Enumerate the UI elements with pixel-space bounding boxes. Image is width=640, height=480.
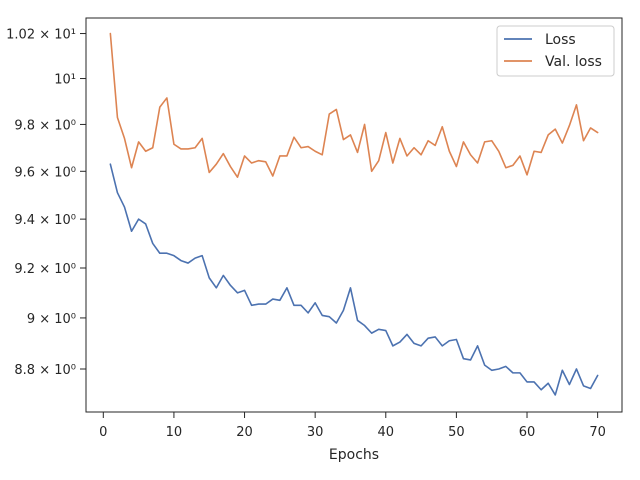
x-tick-label: 60 bbox=[519, 425, 536, 440]
y-axis: 8.8 × 10⁰ 9 × 10⁰ 9.2 × 10⁰ 9.4 × 10⁰ 9.6 × … bbox=[6, 28, 86, 378]
x-tick-label: 40 bbox=[378, 425, 395, 440]
x-tick-label: 30 bbox=[307, 425, 324, 440]
series-line-val-loss bbox=[109, 32, 599, 179]
x-axis-label: Epochs bbox=[329, 447, 379, 463]
legend-label: Val. loss bbox=[545, 54, 602, 70]
y-tick-label: 9.8 × 10⁰ bbox=[14, 118, 76, 133]
y-tick-label: 8.8 × 10⁰ bbox=[14, 363, 76, 378]
x-axis: 0 10 20 30 40 50 60 70 bbox=[99, 412, 606, 440]
x-tick-label: 0 bbox=[99, 425, 107, 440]
x-tick-label: 70 bbox=[589, 425, 606, 440]
legend-label: Loss bbox=[545, 32, 576, 48]
y-tick-label: 1.02 × 10¹ bbox=[6, 28, 76, 43]
x-tick-label: 20 bbox=[236, 425, 253, 440]
y-tick-label: 10¹ bbox=[54, 73, 76, 88]
y-tick-label: 9.2 × 10⁰ bbox=[14, 262, 76, 277]
series-line-loss bbox=[109, 163, 599, 396]
y-tick-label: 9.6 × 10⁰ bbox=[14, 165, 76, 180]
series-layer bbox=[109, 32, 599, 396]
y-tick-label: 9.4 × 10⁰ bbox=[14, 213, 76, 228]
plot-frame bbox=[85, 17, 623, 413]
legend: Loss Val. loss bbox=[496, 25, 615, 77]
x-tick-label: 50 bbox=[448, 425, 465, 440]
y-tick-label: 9 × 10⁰ bbox=[27, 312, 76, 327]
x-tick-label: 10 bbox=[166, 425, 183, 440]
